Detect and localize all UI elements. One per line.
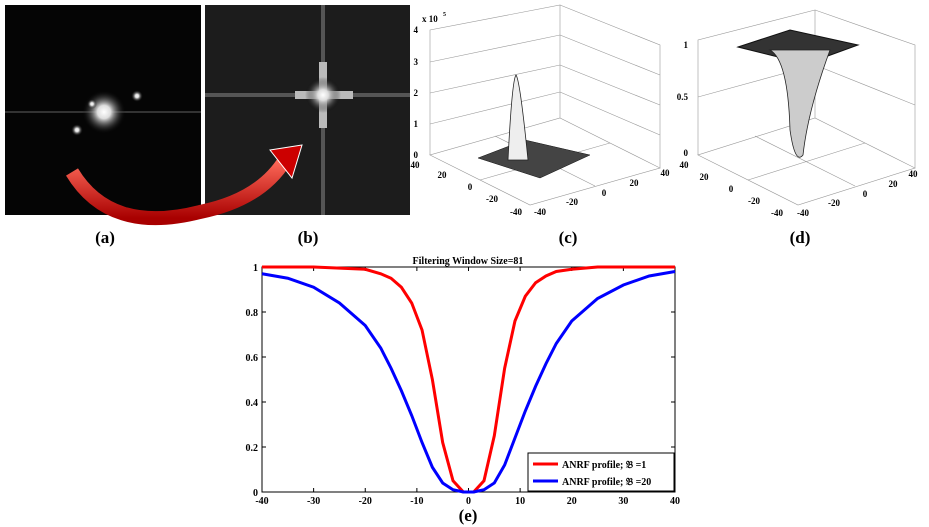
legend-label: ANRF profile; 𝔅 =1 bbox=[562, 460, 646, 471]
axis-tick-label: 0 bbox=[468, 182, 473, 192]
surface-funnel bbox=[768, 49, 831, 158]
panel-label: (a) bbox=[95, 228, 115, 247]
bright-spot bbox=[71, 124, 83, 136]
panel-label: (b) bbox=[298, 228, 319, 247]
axis-tick-label: 20 bbox=[889, 179, 899, 189]
z-tick-label: 0.5 bbox=[677, 92, 689, 102]
axis-tick-label: 20 bbox=[630, 178, 640, 188]
surface bbox=[477, 139, 591, 179]
z-tick-label: 3 bbox=[414, 57, 419, 67]
axis-tick-label: 20 bbox=[700, 172, 710, 182]
axis-tick-label: -40 bbox=[534, 207, 546, 217]
z-tick-label: 1 bbox=[684, 40, 689, 50]
y-tick-label: 0.2 bbox=[246, 443, 259, 454]
surface-peak bbox=[507, 74, 529, 161]
x-tick-label: -10 bbox=[410, 496, 423, 507]
x-axis-label: (e) bbox=[459, 506, 478, 525]
x-tick-label: 30 bbox=[618, 496, 628, 507]
axis-tick-label: -20 bbox=[486, 194, 498, 204]
axis-tick-label: 40 bbox=[661, 168, 671, 178]
x-tick-label: 40 bbox=[670, 496, 680, 507]
axes-box bbox=[429, 4, 661, 206]
axis-tick-label: 0 bbox=[729, 184, 734, 194]
axis-tick-label: 0 bbox=[602, 188, 607, 198]
x-tick-label: -30 bbox=[307, 496, 320, 507]
x-tick-label: 0 bbox=[466, 496, 471, 507]
series-line bbox=[261, 270, 676, 494]
z-scale: x 10 bbox=[422, 14, 438, 24]
bright-spot bbox=[131, 90, 143, 102]
y-tick-label: 0 bbox=[253, 488, 258, 499]
axis-tick-label: -20 bbox=[566, 197, 578, 207]
axis-tick-label: -40 bbox=[510, 207, 522, 217]
arrow bbox=[66, 156, 291, 226]
y-tick-label: 1 bbox=[253, 263, 258, 274]
axis-tick-label: -40 bbox=[771, 208, 783, 218]
z-tick-label: 4 bbox=[414, 25, 419, 35]
z-tick-label: 0 bbox=[684, 148, 689, 158]
x-tick-label: -40 bbox=[255, 496, 268, 507]
axis-tick-label: 40 bbox=[680, 160, 690, 170]
central-peak bbox=[82, 90, 126, 134]
z-scale-exponent: 5 bbox=[443, 12, 446, 18]
legend bbox=[527, 452, 675, 492]
axis-tick-label: 20 bbox=[438, 170, 448, 180]
bright-spot bbox=[87, 99, 97, 109]
axis-tick-label: 0 bbox=[863, 189, 868, 199]
x-tick-label: 20 bbox=[567, 496, 577, 507]
axis-tick-label: -20 bbox=[828, 198, 840, 208]
axis-tick-label: -40 bbox=[797, 208, 809, 218]
central-peak bbox=[305, 77, 341, 113]
y-tick-label: 0.4 bbox=[246, 398, 259, 409]
zoom-image bbox=[205, 5, 410, 215]
axis-tick-label: 40 bbox=[411, 160, 421, 170]
z-tick-label: 0 bbox=[414, 150, 419, 160]
y-tick-label: 0.8 bbox=[246, 308, 259, 319]
z-tick-label: 2 bbox=[414, 88, 419, 98]
panel-label: (d) bbox=[790, 228, 811, 247]
panel-label: (c) bbox=[559, 228, 578, 247]
z-tick-label: 1 bbox=[414, 119, 419, 129]
legend-label: ANRF profile; 𝔅 =20 bbox=[562, 477, 651, 488]
axis-tick-label: 40 bbox=[909, 169, 919, 179]
axis-tick-label: -20 bbox=[748, 196, 760, 206]
x-tick-label: -20 bbox=[359, 496, 372, 507]
x-tick-label: 10 bbox=[515, 496, 525, 507]
arrow-head bbox=[269, 144, 303, 180]
y-tick-label: 0.6 bbox=[246, 353, 259, 364]
chart-title: Filtering Window Size=81 bbox=[413, 256, 524, 267]
